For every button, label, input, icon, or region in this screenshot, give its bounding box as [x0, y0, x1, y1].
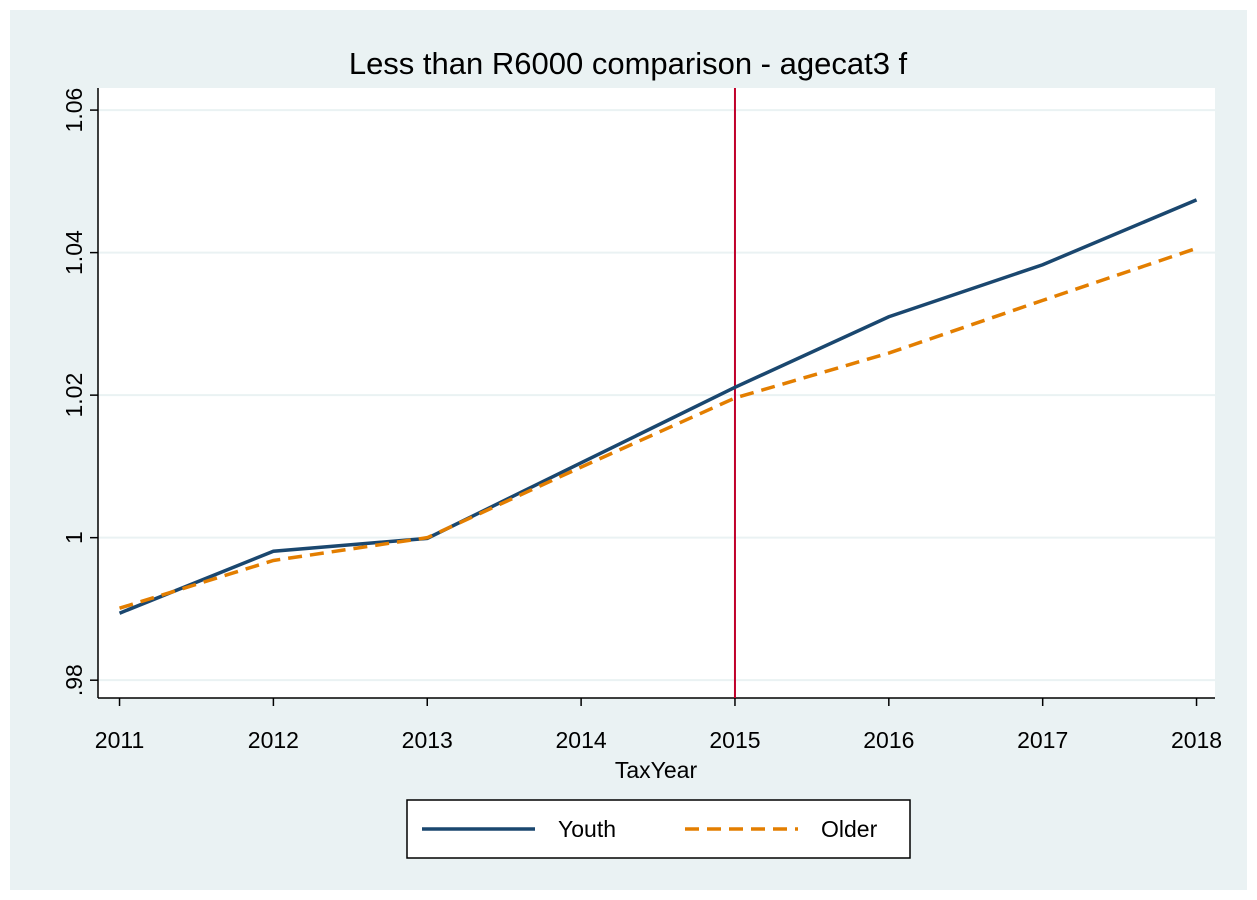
x-axis-label: TaxYear	[615, 757, 698, 783]
x-tick-label: 2011	[95, 727, 144, 753]
x-tick-label: 2013	[402, 727, 453, 753]
x-tick-label: 2012	[248, 727, 299, 753]
x-tick-label: 2014	[556, 727, 607, 753]
y-tick-label: .98	[61, 664, 87, 696]
y-tick-label: 1.06	[61, 88, 87, 133]
y-tick-label: 1	[61, 531, 87, 544]
plot-area	[98, 88, 1215, 698]
x-tick-label: 2015	[709, 727, 760, 753]
y-tick-label: 1.02	[61, 373, 87, 418]
series-line	[118, 198, 1198, 615]
x-tick-label: 2018	[1171, 727, 1222, 753]
chart-title: Less than R6000 comparison - agecat3 f	[349, 46, 908, 81]
series-line	[119, 246, 1198, 610]
y-tick-label: 1.04	[61, 230, 87, 275]
legend-label: Youth	[558, 816, 616, 842]
x-tick-label: 2017	[1017, 727, 1068, 753]
x-tick-label: 2016	[863, 727, 914, 753]
legend-label: Older	[821, 816, 878, 842]
